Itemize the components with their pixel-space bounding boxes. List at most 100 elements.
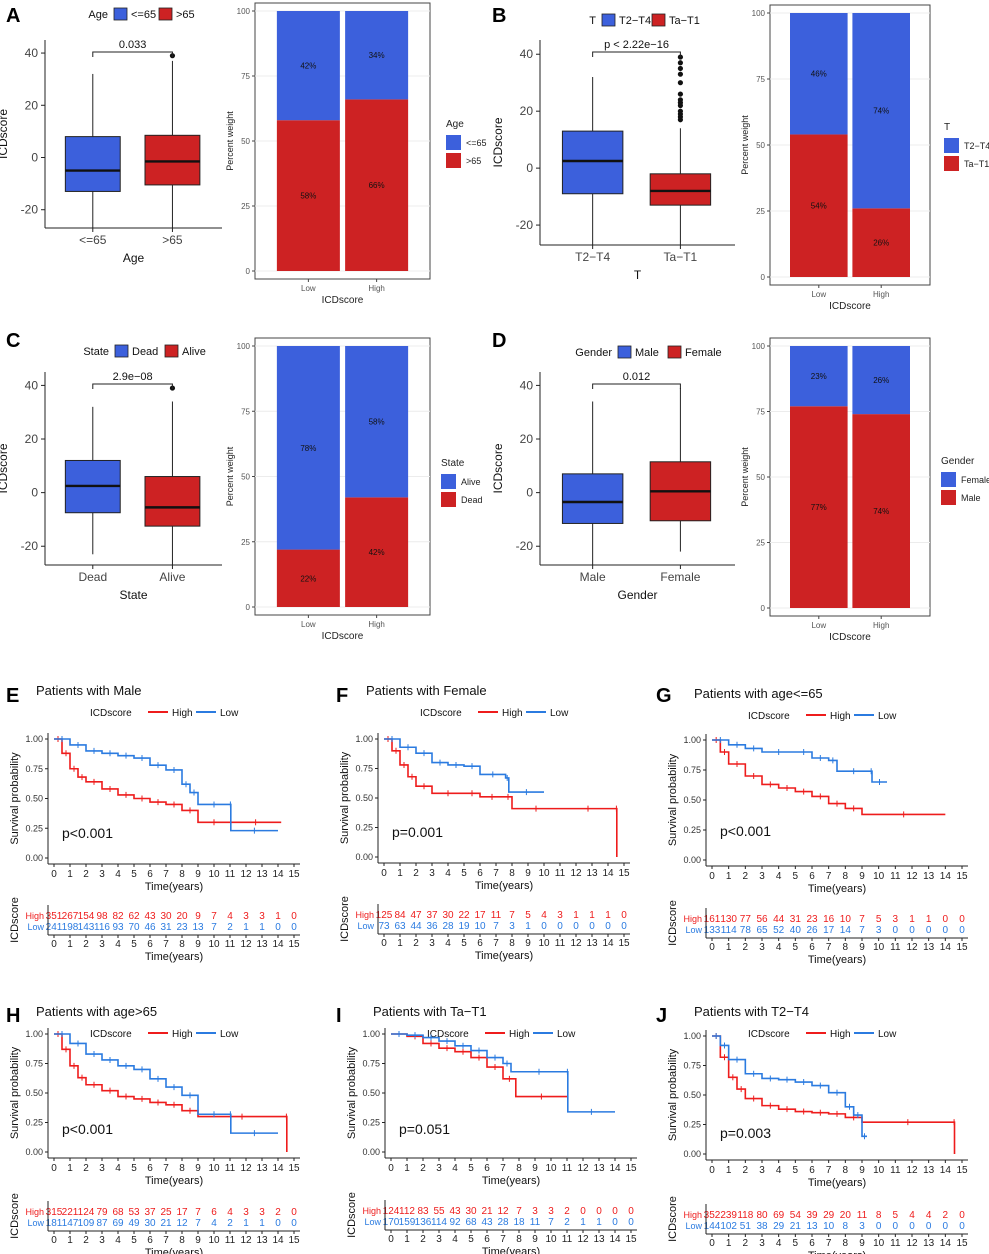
risk-count: 267 (62, 911, 79, 922)
risk-x-tick-label: 2 (420, 1234, 426, 1245)
risk-x-tick-label: 0 (51, 939, 57, 950)
risk-x-tick-label: 12 (240, 1235, 252, 1246)
x-tick-label: Low (811, 290, 826, 299)
x-tick-label: 14 (609, 1163, 621, 1174)
legend-label: High (172, 1029, 193, 1040)
risk-x-tick-label: 2 (83, 939, 89, 950)
risk-count: 133 (704, 925, 721, 936)
risk-count: 13 (192, 922, 204, 933)
risk-count: 52 (773, 925, 785, 936)
x-tick-label: 11 (562, 1163, 573, 1174)
x-tick-label: 5 (131, 869, 137, 880)
risk-x-tick-label: 0 (51, 1235, 57, 1246)
x-tick-label: 3 (759, 871, 765, 882)
risk-count: 11 (530, 1217, 541, 1228)
risk-count: 46 (144, 922, 156, 933)
panel-letter: F (336, 685, 348, 707)
y-axis-label: Percent weight (740, 447, 750, 507)
x-tick-label: 8 (179, 1163, 185, 1174)
km-curve-low (54, 738, 278, 832)
risk-count: 0 (943, 1221, 949, 1232)
x-tick-label: 0 (709, 1165, 715, 1176)
risk-row-label: High (683, 914, 702, 924)
risk-x-tick-label: 9 (859, 942, 865, 953)
legend-label: Low (220, 1029, 239, 1040)
risk-count: 65 (756, 925, 768, 936)
risk-x-tick-label: 0 (381, 938, 387, 949)
risk-x-tick-label: 3 (429, 938, 435, 949)
x-tick-label: 14 (272, 1163, 284, 1174)
risk-count: 4 (541, 910, 547, 921)
x-tick-label: 12 (240, 869, 252, 880)
stacked-bar-A: 100 75 50 25 0 Percent weight ICDscore 42% 58% Lo… (225, 2, 487, 306)
y-tick-label: 0.75 (25, 1059, 43, 1069)
x-tick-label: 4 (445, 868, 451, 879)
risk-count: 2 (564, 1206, 570, 1217)
risk-count: 0 (959, 914, 965, 925)
risk-count: 3 (557, 910, 563, 921)
risk-x-tick-label: 9 (525, 938, 531, 949)
risk-x-tick-label: 7 (826, 942, 832, 953)
panel-letter: J (656, 1005, 667, 1027)
risk-x-tick-label: 13 (256, 939, 268, 950)
risk-x-tick-label: 13 (593, 1234, 605, 1245)
risk-count: 0 (291, 922, 297, 933)
y-tick-label: 1.00 (25, 734, 43, 744)
risk-x-tick-label: 7 (826, 1238, 832, 1249)
risk-count: 30 (160, 911, 172, 922)
risk-x-tick-label: 10 (208, 1235, 220, 1246)
risk-x-tick-label: 12 (577, 1234, 589, 1245)
pvalue-bracket (92, 51, 173, 57)
risk-count: 3 (259, 1207, 265, 1218)
legend-key (601, 13, 616, 27)
x-axis-label: State (119, 588, 147, 602)
x-tick-label: 1 (404, 1163, 410, 1174)
risk-count: 17 (823, 925, 835, 936)
risk-y-axis-label: ICDscore (9, 897, 21, 943)
risk-count: 30 (144, 1218, 156, 1229)
y-axis-label: ICDscore (0, 109, 10, 159)
risk-count: 0 (959, 1210, 965, 1221)
bar-data-label: 23% (811, 372, 827, 381)
x-tick-label: 15 (618, 868, 630, 879)
risk-x-tick-label: 10 (538, 938, 550, 949)
risk-x-tick-label: 15 (288, 1235, 300, 1246)
x-tick-label: 10 (208, 869, 220, 880)
bar-segment-<=65 (345, 11, 409, 100)
risk-count: 28 (497, 1217, 509, 1228)
y-tick-label: 50 (241, 473, 250, 482)
x-tick-label: 3 (759, 1165, 765, 1176)
y-axis-label: Survival probability (346, 1046, 358, 1139)
risk-count: 1 (259, 922, 265, 933)
legend-label: High (172, 708, 193, 719)
risk-count: 2 (943, 1210, 949, 1221)
risk-count: 56 (756, 914, 768, 925)
risk-count: 0 (580, 1206, 586, 1217)
risk-count: 0 (876, 1221, 882, 1232)
risk-count: 7 (548, 1217, 554, 1228)
legend-label: T2−T4 (964, 141, 989, 151)
risk-count: 1 (596, 1217, 602, 1228)
risk-x-tick-label: 11 (890, 942, 901, 953)
legend-title: ICDscore (90, 1029, 132, 1040)
y-tick-label: 25 (756, 539, 765, 548)
y-tick-label: 1.00 (25, 1029, 43, 1039)
risk-count: 2 (275, 1207, 281, 1218)
x-tick-label: 3 (99, 1163, 105, 1174)
x-tick-label: 8 (843, 1165, 849, 1176)
y-tick-label: 0.50 (355, 793, 373, 803)
risk-count: 102 (720, 1221, 737, 1232)
risk-count: 0 (612, 1217, 618, 1228)
x-tick-label: 2 (420, 1163, 426, 1174)
risk-count: 8 (876, 1210, 882, 1221)
panel-letter: H (6, 1005, 20, 1027)
legend-label: Female (685, 347, 722, 359)
risk-x-tick-label: 1 (726, 942, 732, 953)
risk-y-axis-label: ICDscore (346, 1192, 358, 1238)
y-axis-label: Survival probability (9, 1046, 21, 1139)
box-outlier (677, 108, 684, 114)
legend-title: ICDscore (748, 711, 790, 722)
risk-x-tick-label: 7 (500, 1234, 506, 1245)
x-tick-label: 7 (826, 1165, 832, 1176)
